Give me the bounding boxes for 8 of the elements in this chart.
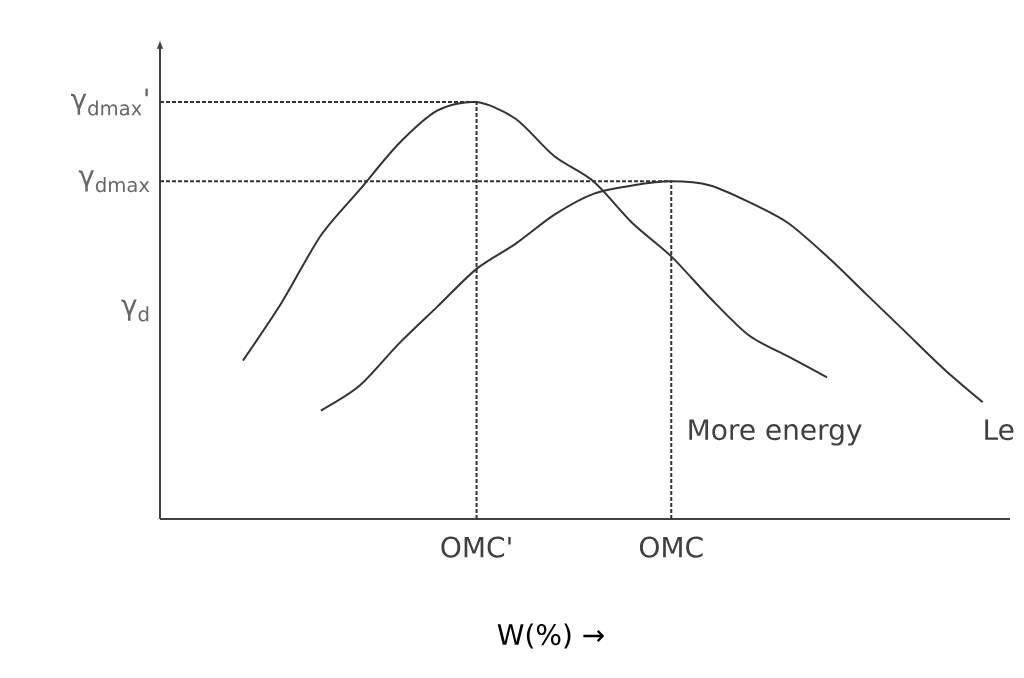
annotation: Le	[985, 419, 1014, 441]
x-tick-label: OMC	[639, 536, 703, 558]
annotation: More energy	[689, 419, 862, 446]
ref-line-label: γ$_{dmax}$'	[71, 88, 148, 116]
ref-line-label: γ$_{dmax}$	[78, 170, 150, 193]
text: γ$_{d}$	[121, 299, 149, 322]
x-axis-title: W(%) →	[497, 623, 604, 649]
x-tick-label: OMC'	[441, 536, 511, 558]
